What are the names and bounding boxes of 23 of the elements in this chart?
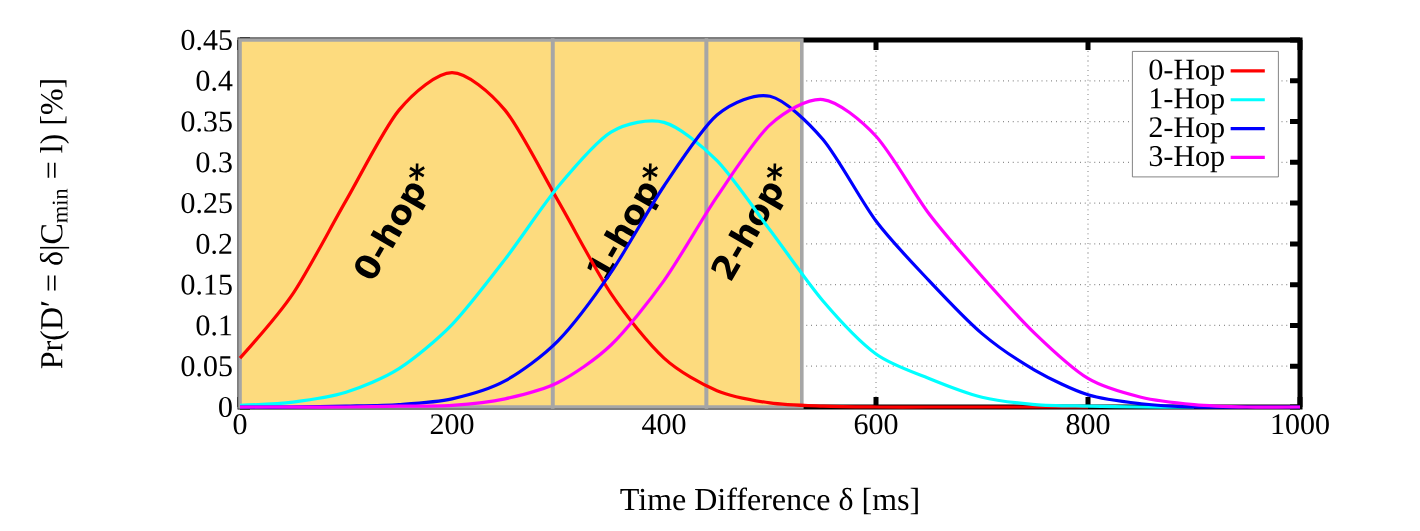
x-axis-title: Time Difference δ [ms] — [620, 487, 918, 515]
y-tick-label: 0.15 — [181, 274, 232, 295]
y-tick-label: 0.05 — [181, 356, 232, 377]
legend-label: 1-Hop — [1151, 88, 1224, 115]
y-tick-label: 0.2 — [196, 233, 232, 255]
x-tick-label: 1000 — [1272, 414, 1329, 435]
y-tick-label: 0.35 — [181, 111, 232, 132]
x-tick-label: 800 — [1066, 414, 1110, 435]
x-tick-label: 600 — [854, 414, 898, 435]
line-series — [238, 71, 1090, 409]
legend-label: 0-Hop — [1149, 59, 1224, 86]
legend-label: 3-Hop — [1149, 146, 1224, 173]
y-tick-label: 0 — [219, 396, 232, 418]
x-tick-label: 400 — [642, 414, 686, 435]
y-tick-label: 0.3 — [196, 152, 232, 173]
x-tick-label: 200 — [430, 414, 474, 435]
y-tick-label: 0.25 — [181, 192, 232, 214]
y-tick-label: 0.1 — [196, 315, 232, 336]
x-tick-label: 0 — [233, 414, 247, 435]
y-tick-label: 0.4 — [196, 70, 233, 91]
y-axis-title: Pr(D′ = δ|C$_{min}$ = l) [%] — [39, 80, 70, 369]
y-tick-label: 0.45 — [181, 29, 232, 51]
legend-label: 2-Hop — [1149, 117, 1224, 144]
